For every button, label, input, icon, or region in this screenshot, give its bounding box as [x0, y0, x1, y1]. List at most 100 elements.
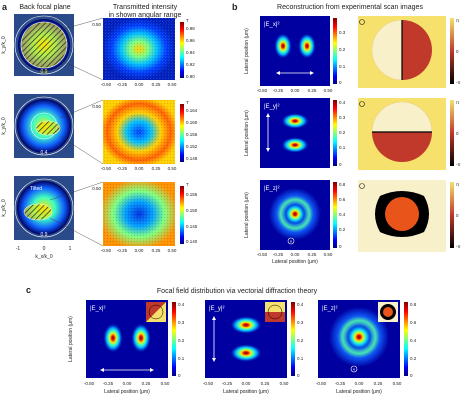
- trans-cbar-3-ticks: T 0.155 0.150 0.145 0.140: [186, 182, 198, 244]
- svg-text:0.25: 0.25: [152, 82, 161, 87]
- svg-text:0.50: 0.50: [168, 248, 177, 253]
- svg-text:0: 0: [339, 80, 342, 85]
- svg-text:0.1: 0.1: [339, 145, 346, 150]
- bfp-title: Back focal plane: [19, 4, 70, 11]
- c-cbar-2: [291, 302, 295, 376]
- svg-text:0.2: 0.2: [410, 356, 417, 361]
- svg-text:0.4: 0.4: [410, 338, 417, 343]
- c-row1-label: |E_x|²: [90, 306, 105, 312]
- c-ey-intensity: |E_y|²: [205, 300, 287, 378]
- trans-cbar-2-ticks: T 0.164 0.160 0.156 0.152 0.148: [186, 100, 198, 161]
- bfp-plot-2: 0.4: [14, 94, 74, 158]
- b-ex-intensity: |E_x|²: [260, 16, 330, 86]
- svg-text:0.00: 0.00: [135, 166, 144, 171]
- b-row3-label: |E_z|²: [264, 186, 279, 192]
- svg-text:-0.50: -0.50: [101, 82, 112, 87]
- b-cbar-3: [333, 182, 337, 248]
- b-ez-intensity: × |E_z|²: [260, 180, 330, 250]
- svg-text:-0.50: -0.50: [101, 166, 112, 171]
- b-ylabel-3: Lateral position (μm): [244, 192, 250, 238]
- b-ylabel-1: Lateral position (μm): [244, 28, 250, 74]
- svg-text:0.50: 0.50: [161, 381, 170, 386]
- svg-text:0.25: 0.25: [152, 248, 161, 253]
- svg-text:×: ×: [353, 367, 356, 372]
- svg-text:0.98: 0.98: [186, 26, 195, 31]
- b-phase-cbar-2-ticks: π 0 -π: [456, 100, 461, 167]
- svg-text:0.00: 0.00: [355, 381, 364, 386]
- trans-ytick-top-1: 0.50: [92, 22, 101, 27]
- c-ez-intensity: × |E_z|²: [318, 300, 400, 378]
- bfp-ylabel-3: k_y/k_0: [1, 199, 7, 216]
- trans-xticks-1: -0.50 -0.25 0.00 0.25 0.50: [101, 82, 177, 87]
- panel-c-label: c: [26, 285, 31, 295]
- svg-text:π: π: [456, 100, 459, 105]
- svg-text:0.160: 0.160: [186, 120, 198, 125]
- bfp-ylabel-1: k_y/k_0: [1, 36, 7, 53]
- svg-text:0.50: 0.50: [393, 381, 402, 386]
- svg-text:0: 0: [297, 373, 300, 378]
- b-row1-label: |E_x|²: [264, 22, 279, 28]
- b-phase-cbar-3: [450, 182, 454, 248]
- b-phase-cbar-2: [450, 100, 454, 166]
- svg-text:0.00: 0.00: [291, 88, 300, 93]
- b-cbar-2-ticks: 0.4 0.3 0.2 0.1 0: [339, 100, 346, 167]
- c-cbar-3: [404, 302, 408, 376]
- svg-text:0.6: 0.6: [339, 197, 346, 202]
- b-cbar-2: [333, 100, 337, 166]
- svg-text:0.2: 0.2: [178, 338, 185, 343]
- svg-text:π: π: [456, 182, 459, 187]
- na-label-1: 0.9: [41, 69, 48, 75]
- svg-text:0.25: 0.25: [152, 166, 161, 171]
- na-label-2: 0.4: [41, 150, 48, 156]
- svg-text:×: ×: [290, 239, 293, 244]
- svg-text:0.1: 0.1: [339, 64, 346, 69]
- svg-text:0.25: 0.25: [308, 252, 317, 257]
- panel-b-title: Reconstruction from experimental scan im…: [277, 4, 423, 11]
- svg-text:0.156: 0.156: [186, 132, 198, 137]
- svg-text:-0.50: -0.50: [84, 381, 95, 386]
- trans-cbar-1-ticks: T 0.98 0.96 0.94 0.92 0.90: [186, 18, 195, 79]
- svg-text:0.25: 0.25: [142, 381, 151, 386]
- svg-text:0.25: 0.25: [374, 381, 383, 386]
- c-xlabel-1: Lateral position (μm): [104, 389, 150, 395]
- bfp-xtick-pos: 1: [69, 246, 72, 252]
- c-xticks-2: -0.50 -0.25 0.00 0.25 0.50: [203, 381, 289, 386]
- svg-text:0.25: 0.25: [261, 381, 270, 386]
- c-xticks-3: -0.50 -0.25 0.00 0.25 0.50: [316, 381, 402, 386]
- panel-b-label: b: [232, 2, 238, 12]
- c-cbar-1: [172, 302, 176, 376]
- svg-text:-π: -π: [456, 80, 461, 85]
- svg-text:T: T: [186, 182, 189, 187]
- c-xlabel-2: Lateral position (μm): [223, 389, 269, 395]
- svg-text:0.140: 0.140: [186, 239, 198, 244]
- svg-text:0.8: 0.8: [410, 302, 417, 307]
- panel-c-title: Focal field distribution via vectorial d…: [157, 288, 318, 295]
- svg-text:T: T: [186, 100, 189, 105]
- svg-text:0.00: 0.00: [123, 381, 132, 386]
- svg-text:-0.50: -0.50: [257, 88, 268, 93]
- svg-text:0.4: 0.4: [339, 100, 346, 105]
- trans-ytick-top-2: 0.50: [92, 104, 101, 109]
- svg-text:0.4: 0.4: [178, 302, 185, 307]
- bfp-xtick-neg: -1: [16, 246, 21, 252]
- svg-text:0.50: 0.50: [280, 381, 289, 386]
- svg-text:0.2: 0.2: [339, 130, 346, 135]
- svg-text:0: 0: [339, 244, 342, 249]
- b-cbar-3-ticks: 0.8 0.6 0.4 0.2 0: [339, 182, 346, 249]
- b-phase-cbar-1: [450, 18, 454, 84]
- svg-text:-0.25: -0.25: [117, 248, 128, 253]
- svg-text:0: 0: [410, 373, 413, 378]
- svg-text:0: 0: [456, 213, 459, 218]
- svg-text:0: 0: [456, 49, 459, 54]
- trans-ytick-top-3: 0.50: [92, 186, 101, 191]
- svg-text:0.50: 0.50: [168, 166, 177, 171]
- svg-text:-0.25: -0.25: [222, 381, 233, 386]
- trans-title-2: in shown angular range: [109, 12, 182, 19]
- svg-text:0.6: 0.6: [410, 320, 417, 325]
- svg-text:0.00: 0.00: [291, 252, 300, 257]
- svg-text:0.90: 0.90: [186, 74, 195, 79]
- na-label-3: 0.9: [41, 232, 48, 238]
- b-ez-phase: [358, 180, 446, 252]
- svg-text:-π: -π: [456, 244, 461, 249]
